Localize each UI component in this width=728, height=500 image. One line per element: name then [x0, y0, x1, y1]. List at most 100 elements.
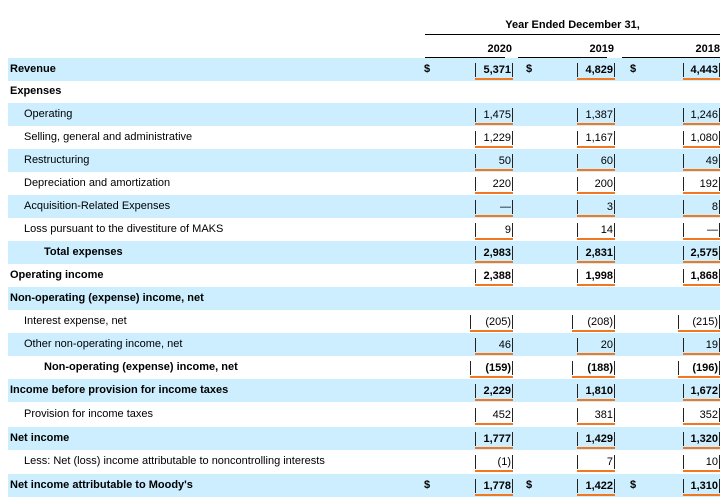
value-2019: 1,429 [577, 432, 615, 449]
value-2018: 10 [683, 455, 720, 472]
row-depreciation: Depreciation and amortization 220 200 19… [8, 172, 720, 195]
value-2019: 14 [577, 223, 615, 240]
currency-symbol: $ [630, 63, 637, 75]
row-label: Non-operating (expense) income, net [44, 361, 238, 373]
value-2019: 7 [577, 455, 615, 472]
value-2020: — [475, 200, 513, 217]
value-2018: 4,443 [683, 63, 720, 80]
row-label: Expenses [10, 85, 62, 97]
value-2019: 4,829 [577, 63, 615, 80]
value-2019: 1,810 [577, 384, 615, 401]
value-2018: 1,246 [683, 108, 720, 125]
value-2018: 192 [683, 177, 720, 194]
row-other-non-operating: Other non-operating income, net 46 20 19 [8, 333, 720, 356]
value-2018: 1,320 [683, 432, 720, 449]
value-2018: 2,575 [683, 246, 720, 263]
value-2018: 1,310 [683, 479, 720, 496]
row-net-income: Net income 1,777 1,429 1,320 [8, 427, 720, 450]
value-2020: 9 [475, 223, 513, 240]
value-2019: (208) [572, 315, 615, 332]
row-sga: Selling, general and administrative 1,22… [8, 126, 720, 149]
row-provision-taxes: Provision for income taxes 452 381 352 [8, 403, 720, 426]
value-2019: 3 [577, 200, 615, 217]
value-2018: 19 [683, 338, 720, 355]
value-2019: 1,998 [577, 269, 615, 286]
value-2018: 1,868 [683, 269, 720, 286]
row-label: Total expenses [44, 246, 123, 258]
currency-symbol: $ [424, 479, 431, 491]
year-2018-header: 2018 [695, 43, 720, 55]
currency-symbol: $ [630, 479, 637, 491]
value-2019: 2,831 [577, 246, 615, 263]
value-2019: 1,387 [577, 108, 615, 125]
row-net-income-attributable: Net income attributable to Moody's $ 1,7… [8, 474, 720, 497]
period-header-rule [425, 34, 720, 35]
value-2020: 2,983 [475, 246, 513, 263]
row-label: Depreciation and amortization [24, 177, 171, 189]
row-acquisition-related: Acquisition-Related Expenses — 3 8 [8, 195, 720, 218]
value-2018: 49 [683, 154, 720, 171]
period-header: Year Ended December 31, [505, 19, 640, 31]
year-rule [622, 57, 720, 58]
value-2018: (196) [678, 361, 720, 378]
currency-symbol: $ [526, 479, 533, 491]
row-non-operating-heading: Non-operating (expense) income, net [8, 287, 720, 310]
row-noncontrolling-interests: Less: Net (loss) income attributable to … [8, 450, 720, 473]
row-operating-income: Operating income 2,388 1,998 1,868 [8, 264, 720, 287]
row-label: Operating income [10, 269, 104, 281]
row-label: Net income attributable to Moody's [10, 479, 193, 491]
value-2020: (205) [470, 315, 513, 332]
row-label: Other non-operating income, net [24, 338, 183, 350]
value-2019: 1,422 [577, 479, 615, 496]
year-rule [425, 57, 505, 58]
value-2019: 20 [577, 338, 615, 355]
row-label: Non-operating (expense) income, net [10, 292, 204, 304]
value-2019: (188) [572, 361, 615, 378]
value-2019: 381 [577, 408, 615, 425]
row-expenses-heading: Expenses [8, 80, 720, 103]
value-2020: 5,371 [475, 63, 513, 80]
row-label: Loss pursuant to the divestiture of MAKS [24, 223, 224, 235]
value-2020: 46 [475, 338, 513, 355]
value-2018: — [683, 223, 720, 240]
value-2018: 1,672 [683, 384, 720, 401]
value-2019: 1,167 [577, 131, 615, 148]
value-2020: 2,229 [475, 384, 513, 401]
value-2019: 60 [577, 154, 615, 171]
value-2020: 1,778 [475, 479, 513, 496]
value-2020: (159) [470, 361, 513, 378]
value-2020: 452 [475, 408, 513, 425]
row-label: Selling, general and administrative [24, 131, 193, 143]
value-2018: 352 [683, 408, 720, 425]
year-2020-header: 2020 [487, 43, 512, 55]
row-income-before-taxes: Income before provision for income taxes… [8, 379, 720, 402]
value-2018: (215) [678, 315, 720, 332]
value-2018: 1,080 [683, 131, 720, 148]
row-label: Net income [10, 432, 70, 444]
row-total-expenses: Total expenses 2,983 2,831 2,575 [8, 241, 720, 264]
row-label: Less: Net (loss) income attributable to … [24, 455, 325, 467]
row-restructuring: Restructuring 50 60 49 [8, 149, 720, 172]
row-label: Restructuring [24, 154, 90, 166]
value-2020: 220 [475, 177, 513, 194]
year-rule [518, 57, 607, 58]
value-2020: 1,229 [475, 131, 513, 148]
row-label: Income before provision for income taxes [10, 384, 229, 396]
row-non-operating-total: Non-operating (expense) income, net (159… [8, 356, 720, 379]
year-2019-header: 2019 [589, 43, 614, 55]
value-2020: (1) [475, 455, 513, 472]
value-2020: 1,777 [475, 432, 513, 449]
row-label: Acquisition-Related Expenses [24, 200, 171, 212]
value-2018: 8 [683, 200, 720, 217]
row-label: Provision for income taxes [24, 408, 153, 420]
value-2020: 50 [475, 154, 513, 171]
row-label: Operating [24, 108, 73, 120]
row-operating: Operating 1,475 1,387 1,246 [8, 103, 720, 126]
currency-symbol: $ [526, 63, 533, 75]
row-loss-maks: Loss pursuant to the divestiture of MAKS… [8, 218, 720, 241]
value-2020: 1,475 [475, 108, 513, 125]
value-2020: 2,388 [475, 269, 513, 286]
row-label: Revenue [10, 63, 56, 75]
row-revenue: Revenue $ 5,371 $ 4,829 $ 4,443 [8, 58, 720, 81]
